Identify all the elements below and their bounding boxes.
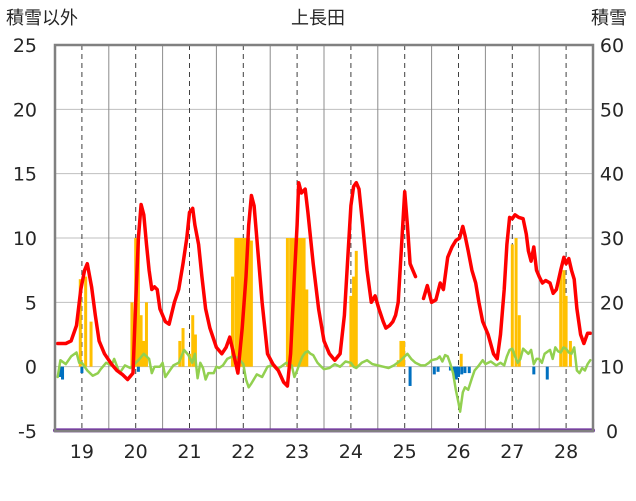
- right-tick-label: 10: [600, 357, 624, 379]
- x-tick-label: 22: [231, 441, 255, 463]
- x-tick-label: 21: [177, 441, 201, 463]
- sunshine-bar: [302, 238, 306, 367]
- temperature-line-segment: [421, 213, 593, 361]
- sunshine-bar: [564, 295, 568, 367]
- right-tick-label: 50: [600, 99, 624, 121]
- x-tick-label: 24: [339, 441, 363, 463]
- left-axis-label: 積雪以外: [6, 8, 78, 29]
- x-tick-label: 28: [554, 441, 578, 463]
- left-tick-label: 5: [25, 292, 37, 314]
- sunshine-bar: [349, 295, 353, 367]
- sunshine-bar: [239, 238, 243, 367]
- sunshine-bar: [234, 238, 238, 367]
- sunshine-bar: [78, 279, 82, 367]
- x-tick-label: 20: [124, 441, 148, 463]
- sunshine-bar: [191, 315, 195, 367]
- sunshine-bar: [236, 238, 240, 367]
- right-tick-label: 30: [600, 228, 624, 250]
- left-tick-label: 10: [13, 228, 37, 250]
- x-tick-label: 23: [285, 441, 309, 463]
- sunshine-bar: [193, 334, 197, 367]
- sunshine-bar: [305, 289, 309, 367]
- sunshine-bar: [136, 238, 140, 367]
- precipitation-bar: [460, 366, 464, 375]
- left-tick-label: 0: [25, 357, 37, 379]
- sunshine-bar: [399, 340, 403, 367]
- left-tick-label: 20: [13, 99, 37, 121]
- precipitation-bar: [58, 366, 62, 377]
- right-tick-label: 20: [600, 292, 624, 314]
- x-tick-label: 26: [446, 441, 470, 463]
- precipitation-bar: [436, 366, 440, 372]
- sunshine-bar: [231, 276, 235, 367]
- plot-frame: [53, 43, 595, 433]
- sunshine-bar: [144, 302, 148, 367]
- precipitation-bar: [136, 366, 140, 372]
- precipitation-bar: [545, 366, 549, 380]
- sunshine-bar: [244, 238, 248, 367]
- precipitation-bar: [463, 366, 467, 374]
- right-tick-label: 0: [606, 421, 618, 443]
- precipitation-bar: [432, 366, 436, 375]
- sunshine-bar: [459, 353, 463, 367]
- sunshine-bar: [247, 238, 251, 367]
- sunshine-bar: [249, 240, 253, 367]
- sunshine-bar: [297, 238, 301, 367]
- sunshine-bar: [181, 328, 185, 367]
- sunshine-bar: [510, 244, 514, 367]
- right-axis-label: 積雪: [591, 8, 627, 29]
- wind-line: [56, 346, 592, 413]
- precipitation-bar: [467, 366, 471, 374]
- sunshine-bar: [559, 270, 563, 367]
- precipitation-bar: [61, 366, 65, 380]
- sunshine-bar: [84, 276, 88, 367]
- sunshine-bar: [352, 276, 356, 367]
- sunshine-bar: [354, 250, 358, 367]
- sunshine-bar: [130, 302, 134, 367]
- chart-title: 上長田: [291, 8, 345, 29]
- sunshine-bar: [139, 315, 143, 367]
- sunshine-bar: [402, 340, 406, 367]
- left-tick-label: 15: [13, 164, 37, 186]
- precipitation-bar: [80, 366, 84, 374]
- precipitation-bar: [408, 366, 412, 386]
- sunshine-bar: [178, 340, 182, 367]
- x-tick-label: 19: [70, 441, 94, 463]
- right-tick-label: 40: [600, 164, 624, 186]
- x-tick-label: 25: [393, 441, 417, 463]
- left-tick-label: 25: [13, 35, 37, 57]
- sunshine-bar: [299, 238, 303, 367]
- temperature-line: [55, 180, 418, 388]
- sunshine-bar: [289, 238, 293, 367]
- precipitation-bar: [448, 366, 452, 371]
- sunshine-bar: [562, 270, 566, 367]
- precipitation-bar: [454, 366, 458, 380]
- sunshine-bar: [285, 238, 289, 367]
- sunshine-bar: [188, 353, 191, 367]
- precipitation-bar: [532, 366, 536, 375]
- sunshine-bar: [89, 321, 93, 367]
- sunshine-bar: [294, 238, 298, 367]
- right-tick-label: 60: [600, 35, 624, 57]
- sunshine-bar: [517, 315, 521, 367]
- x-tick-label: 27: [500, 441, 524, 463]
- precipitation-bar: [457, 366, 460, 377]
- sunshine-bar: [514, 238, 518, 367]
- left-tick-label: -5: [18, 421, 37, 443]
